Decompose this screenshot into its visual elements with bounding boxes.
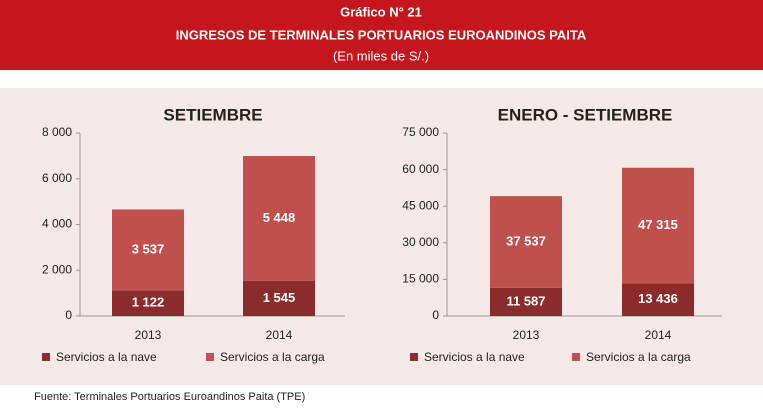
x-tick-label: 2014 — [645, 328, 672, 342]
legend-label: Servicios a la carga — [220, 350, 325, 364]
data-label: 1 545 — [263, 290, 296, 305]
header-band — [0, 0, 763, 70]
y-tick-label: 30 000 — [402, 235, 439, 249]
header-subtitle: INGRESOS DE TERMINALES PORTUARIOS EUROAN… — [176, 27, 587, 42]
bar-segment — [622, 167, 694, 284]
header-title: Gráfico N° 21 — [340, 4, 422, 19]
x-tick-label: 2013 — [135, 328, 162, 342]
y-tick-label: 2 000 — [42, 262, 72, 276]
y-tick-label: 75 000 — [402, 125, 439, 139]
header-units: (En miles de S/.) — [333, 48, 429, 63]
legend-label: Servicios a la carga — [586, 350, 691, 364]
chart-title: SETIEMBRE — [163, 105, 262, 124]
legend-swatch — [410, 353, 418, 361]
source: Fuente: Terminales Portuarios Euroandino… — [34, 391, 305, 403]
legend-swatch — [206, 353, 214, 361]
bar-segment — [243, 280, 315, 316]
data-label: 47 315 — [638, 217, 678, 232]
y-tick-label: 4 000 — [42, 217, 72, 231]
data-label: 37 537 — [506, 233, 546, 248]
bar-segment — [112, 290, 184, 316]
legend-swatch — [572, 353, 580, 361]
data-label: 3 537 — [132, 241, 165, 256]
data-label: 1 122 — [132, 295, 165, 310]
legend-label: Servicios a la nave — [56, 350, 157, 364]
chart-title: ENERO - SETIEMBRE — [498, 105, 673, 124]
legend-swatch — [42, 353, 50, 361]
data-label: 5 448 — [263, 210, 296, 225]
data-label: 11 587 — [506, 293, 545, 308]
y-tick-label: 0 — [432, 308, 439, 322]
legend-label: Servicios a la nave — [424, 350, 525, 364]
y-tick-label: 15 000 — [402, 272, 439, 286]
x-tick-label: 2014 — [266, 328, 293, 342]
x-tick-label: 2013 — [513, 328, 540, 342]
y-tick-label: 8 000 — [42, 125, 72, 139]
bar-segment — [112, 209, 184, 291]
bar-segment — [622, 283, 694, 316]
y-tick-label: 0 — [65, 308, 72, 322]
bar-segment — [243, 156, 315, 281]
bar-segment — [490, 287, 562, 316]
y-tick-label: 45 000 — [402, 198, 439, 212]
y-tick-label: 6 000 — [42, 171, 72, 185]
data-label: 13 436 — [638, 291, 678, 306]
bar-segment — [490, 196, 562, 288]
y-tick-label: 60 000 — [402, 162, 439, 176]
